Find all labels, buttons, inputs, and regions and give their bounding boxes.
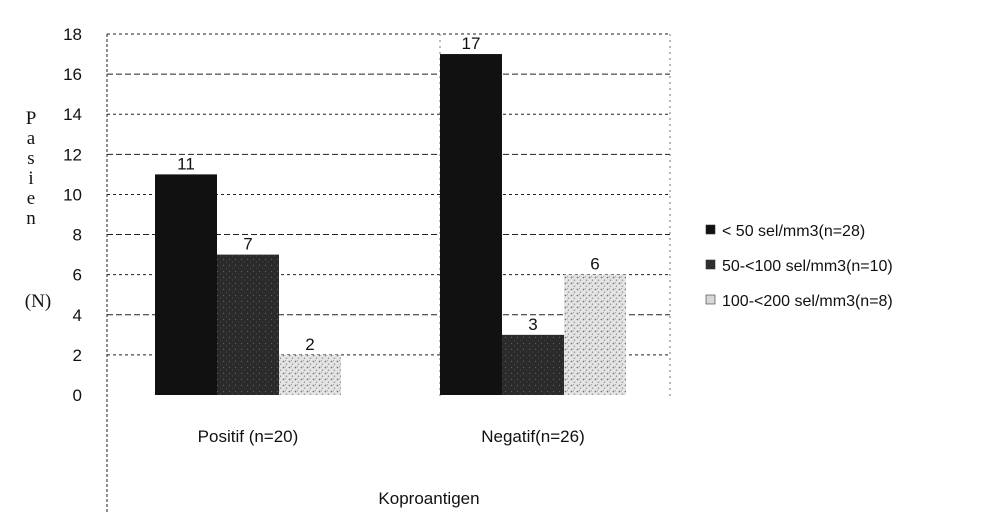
x-axis-title: Koproantigen <box>378 489 479 508</box>
bar <box>564 274 626 395</box>
legend-label: < 50 sel/mm3(n=28) <box>722 223 865 240</box>
axes: (N) Koproantigen <box>25 34 480 512</box>
category-label: Positif (n=20) <box>198 427 299 446</box>
legend-label: 50-<100 sel/mm3(n=10) <box>722 258 893 275</box>
y-tick-label: 16 <box>63 65 82 84</box>
y-tick-label: 10 <box>63 185 82 204</box>
legend-label: 100-<200 sel/mm3(n=8) <box>722 293 893 310</box>
category-label: Negatif(n=26) <box>481 427 584 446</box>
data-label: 2 <box>305 335 314 354</box>
data-labels: 11 17 7 3 2 6 <box>177 34 600 354</box>
data-label: 6 <box>590 255 599 274</box>
y-axis-title-letter: a <box>27 128 36 149</box>
bar <box>155 174 217 395</box>
bar <box>440 54 502 396</box>
y-axis-title-letter: i <box>28 168 33 189</box>
data-label: 17 <box>462 34 481 53</box>
bars <box>155 54 626 396</box>
data-label: 11 <box>177 154 195 173</box>
y-tick-labels: 0 2 4 6 8 10 12 14 16 18 <box>63 25 82 405</box>
y-axis-title-letter: e <box>27 188 35 209</box>
legend-swatch <box>705 224 716 235</box>
legend-swatch <box>705 259 716 270</box>
y-tick-label: 8 <box>73 226 82 245</box>
y-axis-unit: (N) <box>25 291 51 312</box>
y-tick-label: 18 <box>63 25 82 44</box>
y-axis-title-letter: n <box>26 208 36 229</box>
y-tick-label: 0 <box>73 386 82 405</box>
y-tick-label: 4 <box>73 306 82 325</box>
data-label: 3 <box>528 315 537 334</box>
category-labels: Positif (n=20) Negatif(n=26) <box>198 427 585 446</box>
y-tick-label: 12 <box>63 145 82 164</box>
bar <box>279 354 341 395</box>
y-tick-label: 14 <box>63 105 82 124</box>
legend: < 50 sel/mm3(n=28) 50-<100 sel/mm3(n=10) 1… <box>705 223 893 310</box>
y-axis-title-letter: s <box>27 148 34 169</box>
legend-swatch <box>705 294 716 305</box>
y-tick-label: 2 <box>73 346 82 365</box>
y-axis-title-letter: P <box>26 108 37 129</box>
y-tick-label: 6 <box>73 266 82 285</box>
bar <box>217 254 279 395</box>
bar <box>502 334 564 395</box>
data-label: 7 <box>243 235 252 254</box>
